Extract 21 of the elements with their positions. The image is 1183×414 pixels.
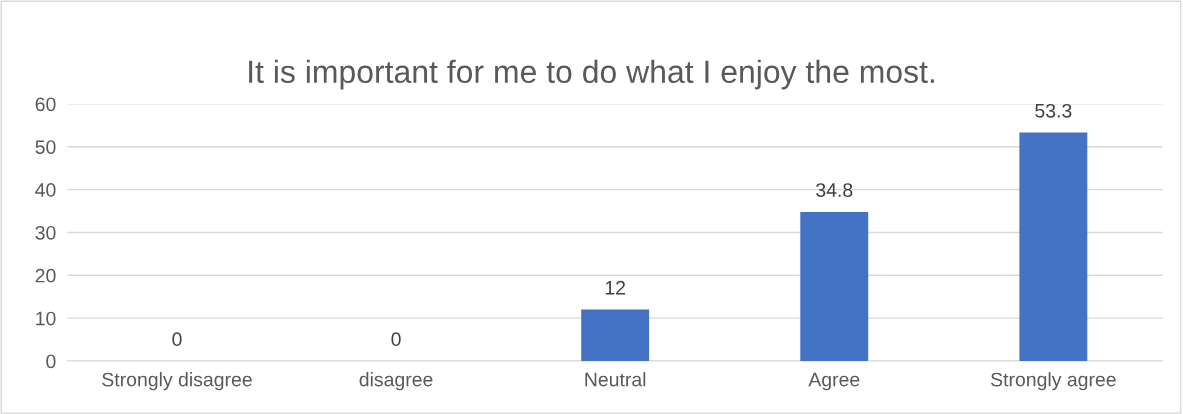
y-tick-label: 30: [35, 225, 56, 240]
data-label: 53.3: [1035, 103, 1072, 118]
x-tick-label: Strongly disagree: [102, 372, 252, 391]
x-tick-label: disagree: [359, 372, 433, 391]
x-tick-label: Neutral: [585, 372, 646, 387]
data-label: 0: [391, 332, 401, 347]
y-tick-label: 0: [46, 354, 56, 369]
y-tick-label: 40: [35, 183, 56, 197]
x-tick-label: Agree: [808, 372, 860, 391]
y-tick-label: 60: [35, 97, 56, 112]
bar: [581, 309, 650, 362]
y-tick-label: 20: [35, 268, 56, 283]
data-label: 0: [172, 332, 182, 347]
bar: [800, 211, 869, 362]
data-label: 12: [605, 280, 625, 295]
y-tick-label: 50: [35, 140, 56, 154]
bar: [1019, 132, 1088, 362]
chart-title: It is important for me to do what I enjoy the most.: [249, 59, 934, 90]
y-tick-label: 10: [36, 311, 56, 326]
x-tick-label: Strongly agree: [991, 372, 1116, 391]
data-label: 34.8: [816, 183, 853, 197]
